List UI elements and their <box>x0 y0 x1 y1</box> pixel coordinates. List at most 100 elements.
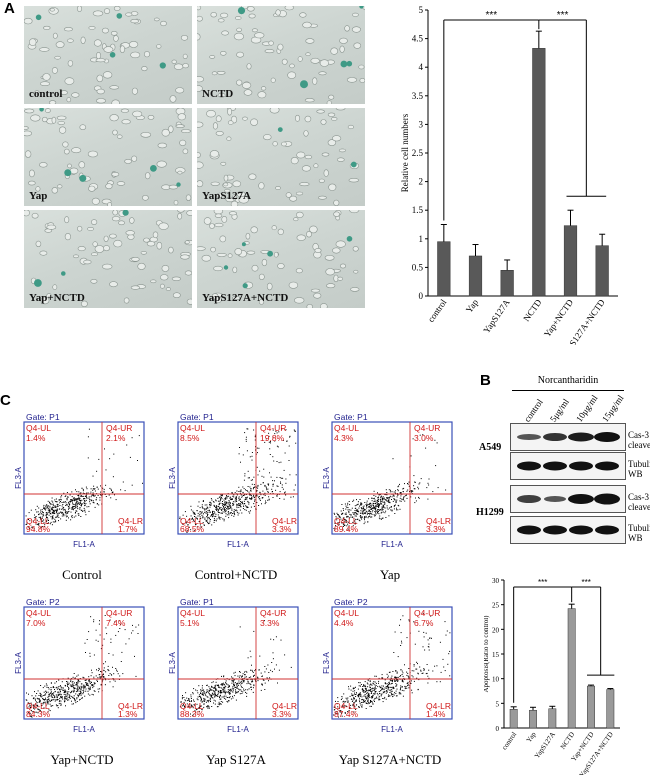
event-dot <box>261 503 262 505</box>
event-dot <box>269 454 271 455</box>
event-dot <box>77 513 79 515</box>
event-dot <box>74 687 76 689</box>
event-dot <box>392 500 394 502</box>
event-dot <box>353 523 355 525</box>
event-dot <box>90 616 92 618</box>
event-dot <box>65 519 67 521</box>
event-dot <box>359 697 361 699</box>
event-dot <box>237 691 239 693</box>
event-dot <box>39 513 41 515</box>
event-dot <box>67 506 69 508</box>
event-dot <box>65 514 67 516</box>
event-dot <box>354 515 356 517</box>
category-label: Yap <box>525 730 538 744</box>
event-dot <box>367 700 369 702</box>
event-dot <box>85 495 87 497</box>
event-dot <box>209 690 211 691</box>
event-dot <box>26 522 28 524</box>
event-dot <box>199 516 201 518</box>
quadrant-value-ul: 4.4% <box>334 618 354 628</box>
event-dot <box>81 697 83 699</box>
event-dot <box>243 680 245 682</box>
event-dot <box>261 683 263 685</box>
event-dot <box>280 639 282 641</box>
event-dot <box>42 517 43 519</box>
event-dot <box>215 688 217 690</box>
event-dot <box>202 694 204 696</box>
event-dot <box>354 690 356 692</box>
event-dot <box>397 486 399 488</box>
event-dot <box>274 480 275 482</box>
event-dot <box>64 689 66 691</box>
event-dot <box>57 503 59 505</box>
event-dot <box>385 692 387 694</box>
event-dot <box>380 496 382 498</box>
event-dot <box>374 505 376 507</box>
event-dot <box>402 615 404 617</box>
event-dot <box>270 669 272 671</box>
event-dot <box>215 520 217 522</box>
event-dot <box>58 499 60 500</box>
quadrant-name-ur: Q4-UR <box>260 423 286 433</box>
event-dot <box>364 516 366 518</box>
event-dot <box>360 512 362 514</box>
event-dot <box>210 515 212 517</box>
event-dot <box>226 508 227 510</box>
event-dot <box>362 700 364 702</box>
event-dot <box>265 500 266 502</box>
event-dot <box>83 677 85 679</box>
event-dot <box>381 506 383 508</box>
event-dot <box>184 511 186 513</box>
western-treatment-label: Norcantharidin <box>537 375 599 386</box>
event-dot <box>249 683 251 685</box>
event-dot <box>244 494 246 496</box>
event-dot <box>55 506 57 508</box>
event-dot <box>260 494 262 496</box>
event-dot <box>402 675 404 677</box>
event-dot <box>372 697 374 698</box>
event-dot <box>46 512 48 514</box>
event-dot <box>351 701 353 702</box>
event-dot <box>251 496 253 498</box>
event-dot <box>210 504 212 506</box>
event-dot <box>235 497 237 499</box>
event-dot <box>74 505 76 507</box>
event-dot <box>211 692 213 694</box>
event-dot <box>346 516 348 518</box>
event-dot <box>257 677 259 679</box>
event-dot <box>35 699 36 701</box>
event-dot <box>90 681 92 683</box>
event-dot <box>51 518 53 520</box>
event-dot <box>49 703 51 705</box>
event-dot <box>77 503 79 504</box>
gate-label: Gate: P1 <box>180 412 214 422</box>
event-dot <box>342 526 344 527</box>
event-dot <box>210 694 212 696</box>
event-dot <box>400 687 402 689</box>
event-dot <box>93 676 95 678</box>
quadrant-name-ll: Q4-LL <box>334 516 358 526</box>
event-dot <box>84 501 86 503</box>
event-dot <box>360 517 362 519</box>
event-dot <box>80 499 81 501</box>
event-dot <box>193 699 194 701</box>
event-dot <box>235 509 237 511</box>
event-dot <box>282 439 284 441</box>
event-dot <box>375 503 376 505</box>
event-dot <box>392 458 394 460</box>
event-dot <box>358 507 360 509</box>
event-dot <box>45 504 47 506</box>
event-dot <box>371 513 373 515</box>
event-dot <box>225 691 227 693</box>
event-dot <box>395 677 397 679</box>
event-dot <box>188 705 190 707</box>
event-dot <box>347 516 349 518</box>
event-dot <box>70 680 72 682</box>
event-dot <box>56 515 58 517</box>
event-dot <box>254 670 256 672</box>
event-dot <box>385 687 387 689</box>
event-dot <box>48 709 50 711</box>
event-dot <box>394 631 396 633</box>
category-label: YapS127A <box>481 297 512 335</box>
event-dot <box>249 512 251 514</box>
